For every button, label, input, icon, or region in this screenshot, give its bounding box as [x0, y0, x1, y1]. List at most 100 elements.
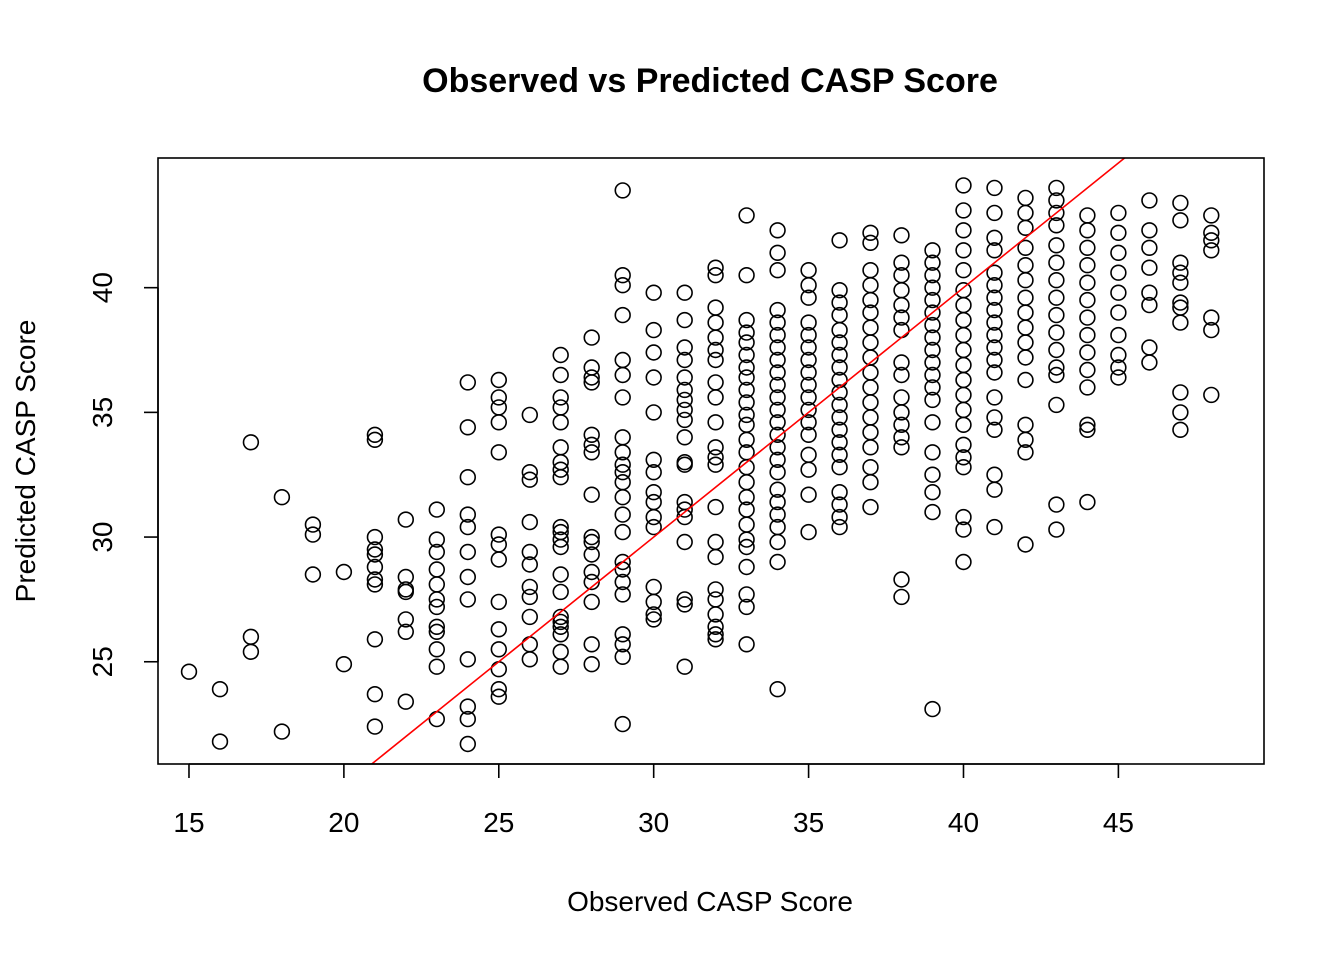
data-point: [676, 339, 693, 356]
data-point: [831, 334, 848, 351]
data-point: [924, 329, 941, 346]
data-point: [583, 563, 600, 581]
data-point: [521, 543, 538, 561]
data-point: [552, 538, 569, 556]
data-point: [800, 446, 817, 463]
data-point: [831, 434, 848, 451]
data-point: [986, 481, 1003, 498]
data-point: [1048, 496, 1065, 513]
data-point: [769, 481, 786, 498]
data-point: [831, 446, 848, 463]
data-point: [862, 234, 879, 252]
data-point: [428, 710, 445, 728]
data-point: [893, 227, 910, 244]
data-point: [1017, 334, 1034, 351]
data-point: [769, 451, 786, 468]
data-point: [986, 289, 1003, 306]
data-point: [707, 329, 724, 346]
data-point: [676, 429, 693, 446]
data-point: [831, 496, 848, 513]
data-point: [986, 314, 1003, 331]
data-point: [1048, 237, 1065, 254]
data-point: [924, 354, 941, 371]
data-point: [1017, 272, 1034, 289]
data-point: [738, 324, 755, 341]
data-point: [986, 409, 1003, 426]
data-point: [800, 414, 817, 431]
data-point: [676, 596, 693, 613]
data-point: [490, 621, 507, 638]
data-point: [955, 508, 972, 526]
data-point: [924, 254, 941, 271]
data-point: [490, 641, 507, 658]
data-point: [924, 379, 941, 396]
data-point: [521, 578, 538, 596]
data-point: [676, 533, 693, 551]
data-point: [986, 264, 1003, 281]
data-point: [397, 583, 414, 601]
data-point: [986, 179, 1003, 197]
data-point: [893, 571, 910, 588]
data-point: [366, 541, 384, 558]
data-point: [831, 294, 848, 311]
data-point: [645, 593, 662, 611]
data-point: [955, 416, 972, 433]
data-point: [769, 533, 786, 551]
data-point: [1110, 224, 1127, 242]
data-point: [490, 536, 507, 553]
y-axis: 25 30 35 40: [87, 272, 159, 677]
data-point: [614, 636, 631, 653]
data-point: [769, 414, 786, 431]
data-point: [1110, 244, 1127, 262]
data-point: [1017, 431, 1034, 448]
data-point: [738, 381, 755, 399]
data-point: [893, 404, 910, 421]
data-point: [924, 279, 941, 296]
data-point: [614, 626, 631, 643]
data-point: [459, 735, 476, 753]
data-point: [366, 528, 384, 546]
data-point: [955, 356, 972, 374]
data-point: [862, 277, 879, 294]
data-point: [986, 277, 1003, 294]
data-point: [924, 414, 941, 431]
data-point: [1203, 224, 1220, 242]
data-point: [1079, 309, 1096, 326]
data-point: [304, 566, 322, 583]
data-point: [862, 379, 879, 396]
data-point: [738, 538, 755, 556]
data-point: [893, 389, 910, 406]
data-point: [893, 429, 910, 446]
x-tick-label: 20: [328, 807, 359, 838]
data-point: [924, 391, 941, 409]
data-point: [614, 553, 631, 571]
data-point: [428, 641, 445, 658]
data-point: [707, 581, 724, 598]
data-point: [955, 436, 972, 453]
data-point: [459, 506, 476, 523]
data-point: [1172, 404, 1189, 421]
data-point: [583, 546, 600, 563]
data-point: [924, 700, 941, 718]
data-point: [924, 466, 941, 483]
data-point: [1079, 344, 1096, 361]
data-point: [1048, 289, 1065, 306]
data-point: [614, 444, 631, 461]
data-point: [862, 424, 879, 441]
data-point: [552, 469, 569, 486]
data-point: [1017, 239, 1034, 257]
data-point: [676, 284, 693, 301]
data-point: [521, 608, 538, 626]
data-point: [800, 364, 817, 381]
data-point: [583, 426, 600, 443]
data-point: [552, 613, 569, 631]
data-point: [1048, 254, 1065, 271]
data-point: [831, 459, 848, 476]
data-point: [1172, 384, 1189, 401]
data-point: [676, 501, 693, 518]
data-point: [1048, 324, 1065, 341]
data-point: [1079, 326, 1096, 344]
data-point: [1110, 359, 1127, 376]
data-point: [1141, 259, 1158, 276]
